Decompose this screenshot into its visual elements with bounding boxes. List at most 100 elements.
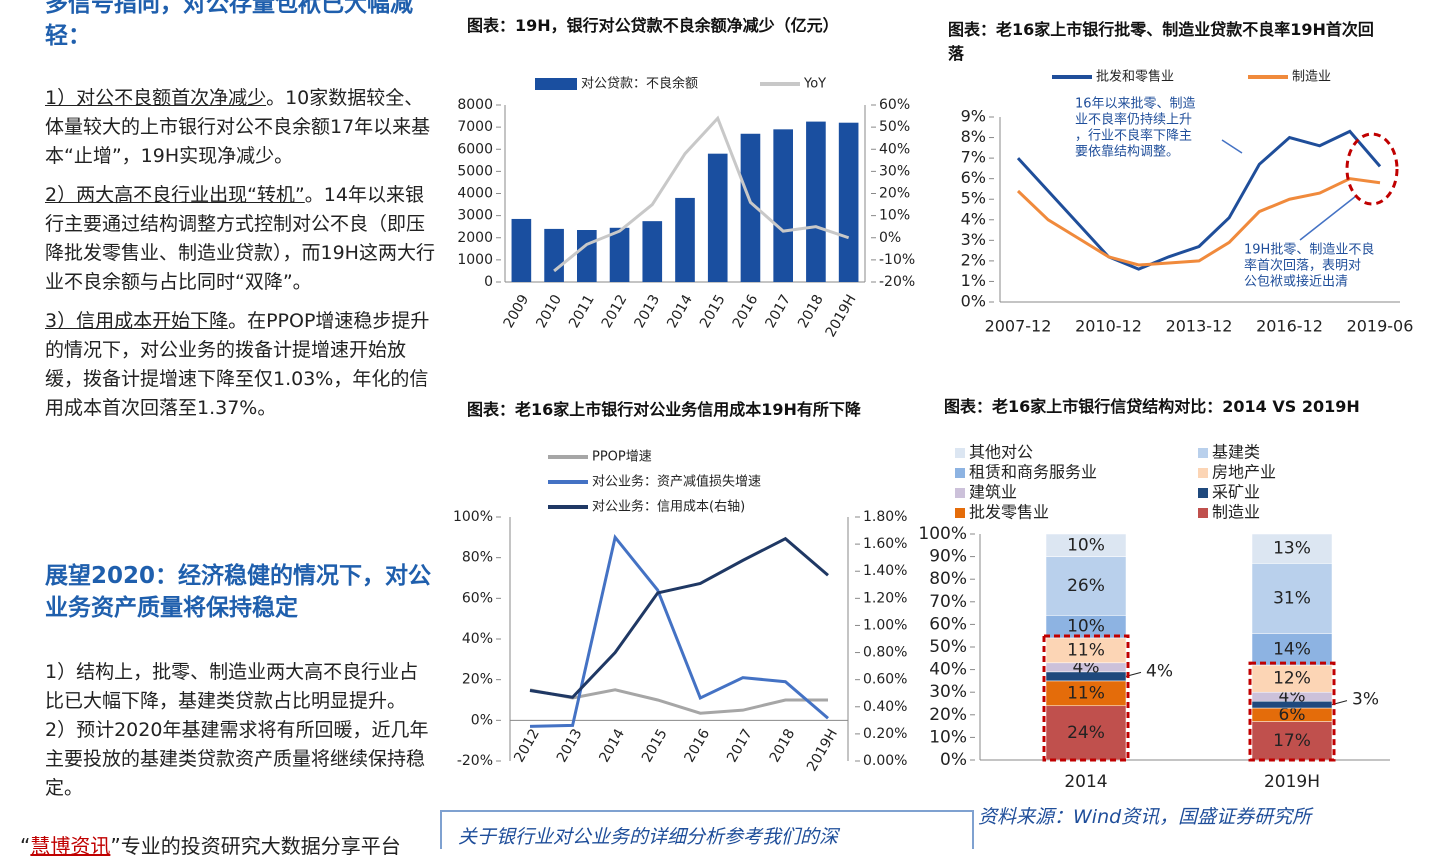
bar — [675, 197, 695, 282]
tick-label: 5000 — [457, 163, 493, 179]
annotation: 率首次回落，表明对 — [1244, 258, 1361, 274]
series-line — [529, 533, 829, 728]
legend-label: 批发和零售业 — [1096, 69, 1174, 85]
paragraphs: 1）对公不良额首次净减少。10家数据较全、体量较大的上市银行对公不良余额17年以… — [45, 84, 437, 423]
chart-title: 图表：老16家上市银行信贷结构对比：2014 VS 2019H — [944, 397, 1360, 416]
legend-label: 对公业务：信用成本(右轴) — [592, 499, 745, 515]
heading: 展望2020：经济稳健的情况下，对公业务资产质量将保持稳定 — [45, 563, 432, 621]
text: 。在PPOP增速稳步提升的情况下，对公业务的拨备计提增速开始放缓，拨备计提增速下… — [45, 310, 430, 419]
legend-swatch — [955, 508, 965, 518]
tick-label: 40% — [879, 141, 910, 157]
note-box: 关于银行业对公业务的详细分析参考我们的深 — [440, 810, 974, 849]
tick-label: 0.20% — [863, 726, 907, 742]
bar-segment — [1251, 721, 1333, 761]
annotation: 要依靠结构调整。 — [1075, 145, 1179, 160]
bar — [577, 230, 597, 282]
value-label: 11% — [1067, 640, 1105, 660]
x-tick-label: 2013-12 — [1166, 317, 1233, 336]
x-tick-label: 2019H — [1264, 772, 1320, 792]
legend-label: 租赁和商务服务业 — [969, 463, 1097, 482]
x-tick-label: 2017 — [762, 292, 794, 331]
tick-label: 0.40% — [863, 699, 907, 715]
legend-label: 制造业 — [1212, 503, 1260, 522]
tick-label: 5% — [961, 189, 986, 208]
paragraph: 2）两大高不良行业出现“转机”。14年以来银行主要通过结构调整方式控制对公不良（… — [45, 181, 437, 297]
x-tick-label: 2015 — [697, 292, 729, 331]
heading: 多信号指向，对公存量包袱已大幅减轻： — [45, 0, 413, 49]
highlight-box — [1248, 661, 1336, 762]
tick-label: 1% — [961, 271, 986, 290]
arrow — [1299, 195, 1357, 241]
legend-label: PPOP增速 — [592, 450, 652, 465]
tick-label: 60% — [879, 97, 910, 113]
tick-label: 0.60% — [863, 672, 907, 688]
tick-label: 60% — [929, 614, 967, 634]
value-label: 4% — [1146, 661, 1173, 681]
annotation: 16年以来批零、制造 — [1075, 97, 1196, 112]
legend-label: 其他对公 — [969, 443, 1033, 462]
x-tick-label: 2016 — [682, 726, 714, 765]
legend-swatch — [955, 488, 965, 498]
value-label: 10% — [1067, 617, 1105, 637]
x-tick-label: 2011 — [566, 292, 598, 331]
legend-label: 对公贷款：不良余额 — [581, 76, 698, 92]
legend-label: 批发零售业 — [969, 503, 1049, 522]
value-label: 14% — [1273, 639, 1311, 659]
tick-label: 0% — [961, 292, 986, 311]
legend-swatch — [1198, 448, 1208, 458]
x-tick-label: 2019H — [823, 292, 860, 340]
x-tick-label: 2013 — [554, 726, 586, 765]
paragraphs: 1）结构上，批零、制造业两大高不良行业占比已大幅下降，基建类贷款占比明显提升。 … — [45, 658, 437, 803]
x-tick-label: 2009 — [501, 292, 533, 331]
value-label: 31% — [1273, 588, 1311, 608]
x-tick-label: 2015 — [639, 726, 671, 765]
tick-label: 1.00% — [863, 617, 907, 633]
paragraph: 1）结构上，批零、制造业两大高不良行业占比已大幅下降，基建类贷款占比明显提升。 — [45, 661, 419, 712]
legend-label: 房地产业 — [1212, 463, 1276, 482]
bar — [511, 218, 532, 282]
bar-segment — [1251, 563, 1333, 634]
tick-label: 100% — [918, 524, 967, 544]
series-line — [1016, 177, 1381, 267]
tick-label: 1.40% — [863, 563, 907, 579]
tick-label: 60% — [462, 590, 493, 606]
x-tick-label: 2019H — [804, 726, 841, 774]
x-tick-label: 2010 — [533, 292, 565, 331]
legend-swatch — [955, 448, 965, 458]
highlight — [1345, 132, 1399, 206]
arrow — [1221, 139, 1243, 154]
x-tick-label: 2012 — [511, 726, 543, 765]
x-tick-label: 2019-06 — [1347, 317, 1414, 336]
tick-label: 10% — [879, 208, 910, 224]
chart-title: 图表：老16家上市银行批零、制造业贷款不良率19H首次回落 — [948, 20, 1374, 63]
tick-label: 1.20% — [863, 590, 907, 606]
legend-label: 制造业 — [1292, 70, 1331, 85]
tick-label: 7% — [961, 148, 986, 167]
tick-label: 3% — [961, 230, 986, 249]
tick-label: 6% — [961, 168, 986, 187]
tick-label: 50% — [929, 637, 967, 657]
x-tick-label: 2010-12 — [1075, 317, 1142, 336]
value-label: 17% — [1273, 731, 1311, 751]
tick-label: 100% — [453, 509, 493, 525]
legend-label: 基建类 — [1212, 443, 1260, 462]
value-label: 10% — [1067, 535, 1105, 555]
tick-label: 4000 — [457, 186, 493, 202]
paragraph: 1）对公不良额首次净减少。10家数据较全、体量较大的上市银行对公不良余额17年以… — [45, 84, 437, 171]
legend-swatch — [1198, 488, 1208, 498]
tick-label: 50% — [879, 119, 910, 135]
tick-label: 20% — [879, 186, 910, 202]
tick-label: -20% — [457, 753, 493, 769]
x-tick-label: 2007-12 — [985, 317, 1052, 336]
tick-label: 90% — [929, 547, 967, 567]
tick-label: 0.00% — [863, 753, 907, 769]
tick-label: 80% — [462, 550, 493, 566]
tick-label: 1.80% — [863, 509, 907, 525]
tick-label: 0.80% — [863, 645, 907, 661]
bar — [544, 228, 564, 282]
bar — [806, 121, 826, 282]
text: 。10家数据较全、体量较大的上市银行对公不良余额17年以来基本“止增”，19H实… — [45, 87, 431, 167]
x-tick-label: 2014 — [596, 726, 628, 765]
value-label: 3% — [1352, 690, 1379, 710]
annotation: ，行业不良率下降主 — [1075, 128, 1192, 144]
